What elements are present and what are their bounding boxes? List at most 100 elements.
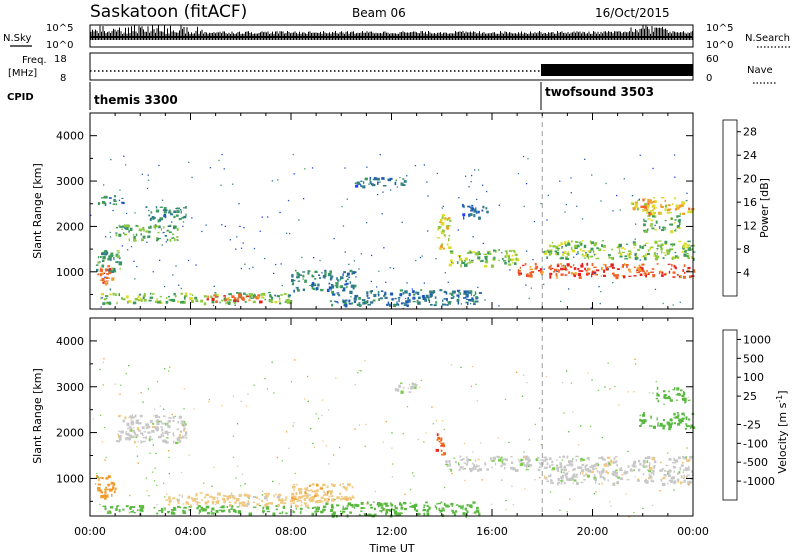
echo-cell [398,384,401,388]
echo-cell [415,509,419,512]
echo-cell [469,250,471,253]
echo-cell [666,252,670,255]
noise-cell [598,286,600,288]
echo-cell [298,274,302,276]
echo-cell [125,432,129,436]
echo-cell [280,499,285,502]
echo-cell [668,422,671,424]
echo-cell [568,477,572,482]
noise-cell [649,392,651,394]
echo-cell [656,417,658,421]
echo-cell [409,386,412,388]
echo-cell [453,457,456,459]
echo-cell [664,199,667,203]
echo-cell [224,495,228,497]
echo-cell [320,487,324,490]
echo-cell [450,502,454,506]
echo-cell [472,501,476,504]
noise-cell [468,186,470,188]
echo-cell [103,298,107,301]
echo-cell [115,234,118,237]
echo-cell [281,511,284,514]
echo-cell [216,294,219,298]
echo-cell [688,207,691,211]
echo-cell [621,275,624,277]
echo-cell [548,244,551,248]
echo-cell [607,254,611,257]
echo-cell [687,474,691,476]
echo-cell [408,292,411,297]
noise-cell [182,424,184,426]
echo-cell [111,486,115,490]
echo-cell [446,226,450,230]
echo-cell [414,503,418,507]
noise-cell [563,412,565,414]
echo-cell [645,478,647,481]
echo-cell [471,259,474,262]
echo-cell [389,509,392,513]
echo-cell [587,250,589,253]
echo-cell [674,229,676,232]
echo-cell [580,270,584,272]
echo-cell [686,467,690,471]
echo-cell [287,298,290,301]
power-ylabel: Slant Range [km] [31,163,44,259]
echo-cell [627,465,630,468]
echo-cell [272,512,276,516]
noise-cell [516,371,518,373]
noise-cell [294,359,296,361]
noise-cell [147,388,150,390]
noise-cell [441,207,443,209]
echo-cell [448,505,450,508]
echo-cell [128,238,130,242]
echo-cell [176,210,180,214]
echo-cell [121,228,124,230]
echo-cell [475,509,477,513]
echo-cell [559,263,563,265]
echo-cell [620,252,623,256]
echo-cell [493,457,496,461]
echo-cell [659,461,662,464]
echo-cell [412,293,416,296]
echo-cell [670,230,674,234]
echo-cell [650,219,654,222]
noise-cell [163,285,166,288]
echo-cell [200,299,204,303]
echo-cell [228,293,232,296]
noise-cell [221,405,223,407]
noise-cell [465,175,467,177]
echo-cell [196,502,199,506]
echo-cell [315,500,319,504]
noise-cell [118,199,121,201]
echo-cell [126,224,131,228]
echo-cell [441,216,444,219]
echo-cell [684,399,687,402]
noise-cell [523,374,525,376]
noise-cell [366,503,368,505]
noise-cell [109,288,111,290]
echo-cell [442,247,445,250]
echo-cell [636,269,639,271]
noise-cell [101,297,103,299]
echo-cell [206,298,209,301]
noise-cell [240,267,242,270]
echo-cell [158,219,161,222]
noise-cell [153,480,156,482]
echo-cell [391,298,394,301]
echo-cell [645,275,647,278]
echo-cell [137,295,140,299]
echo-cell [389,177,393,180]
echo-cell [624,258,628,260]
echo-cell [112,292,115,296]
echo-cell [529,271,532,275]
echo-cell [349,281,351,284]
noise-cell [232,183,234,185]
echo-cell [645,419,647,423]
echo-cell [648,199,652,202]
echo-cell [102,281,105,284]
echo-cell [465,292,468,296]
noise-cell [509,269,511,271]
noise-cell [642,507,644,510]
echo-cell [577,268,580,270]
echo-cell [478,292,482,294]
